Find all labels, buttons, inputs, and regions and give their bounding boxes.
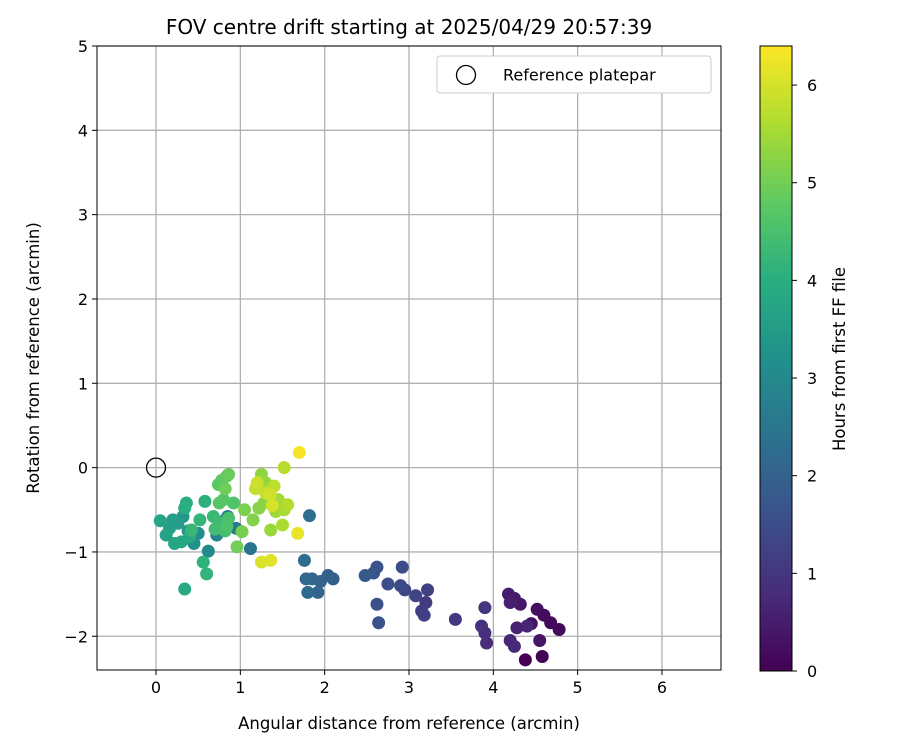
data-point <box>159 528 173 542</box>
data-point <box>417 608 431 622</box>
data-point <box>520 619 534 633</box>
data-point <box>200 567 214 581</box>
data-point <box>250 476 264 490</box>
data-point <box>395 560 409 574</box>
data-point <box>530 602 544 616</box>
data-point <box>222 467 236 481</box>
data-points <box>153 445 566 667</box>
x-tick-label: 0 <box>151 678 161 697</box>
legend-label-reference: Reference platepar <box>503 66 656 85</box>
data-point <box>409 589 423 603</box>
legend: Reference platepar <box>436 55 712 94</box>
legend-marker-reference <box>455 64 477 86</box>
data-point <box>263 488 277 502</box>
data-point <box>302 509 316 523</box>
data-point <box>178 582 192 596</box>
data-point <box>264 553 278 567</box>
colorbar-tick-label: 0 <box>807 662 817 681</box>
data-point <box>507 639 521 653</box>
data-point <box>480 636 494 650</box>
y-tick-label: 2 <box>78 290 88 309</box>
data-point <box>264 523 278 537</box>
reference-marker <box>145 457 167 478</box>
data-point <box>212 496 226 510</box>
grid-lines <box>97 45 721 670</box>
data-point <box>208 522 222 536</box>
x-tick-label: 5 <box>573 678 583 697</box>
data-point <box>503 596 517 610</box>
data-point <box>510 621 524 635</box>
x-tick-label: 6 <box>657 678 667 697</box>
x-tick-label: 2 <box>320 678 330 697</box>
data-point <box>358 569 372 583</box>
data-point <box>421 583 435 597</box>
colorbar-tick-label: 5 <box>807 174 817 193</box>
data-point <box>370 597 384 611</box>
data-point <box>265 499 279 513</box>
colorbar-tick-label: 1 <box>807 564 817 583</box>
x-tick-label: 3 <box>404 678 414 697</box>
data-point <box>198 494 212 508</box>
y-tick-label: 0 <box>78 459 88 478</box>
data-point <box>235 525 249 539</box>
data-point <box>535 650 549 664</box>
y-tick-label: −2 <box>64 627 88 646</box>
data-point <box>291 526 305 540</box>
chart-title: FOV centre drift starting at 2025/04/29 … <box>166 15 652 39</box>
colorbar-tick-label: 2 <box>807 467 817 486</box>
data-point <box>178 501 192 515</box>
y-tick-label: 3 <box>78 206 88 225</box>
reference-platepar-marker <box>145 457 167 478</box>
colorbar-label: Hours from first FF file <box>830 267 849 451</box>
colorbar-tick-label: 3 <box>807 369 817 388</box>
colorbar-ticks: 0 1 2 3 4 5 6 <box>792 76 817 681</box>
colorbar-tick-label: 6 <box>807 76 817 95</box>
legend-box <box>436 55 712 94</box>
colorbar <box>759 45 793 672</box>
data-point <box>281 498 295 512</box>
data-point <box>218 482 232 496</box>
data-point <box>478 601 492 615</box>
data-point <box>301 585 315 599</box>
data-point <box>299 572 313 586</box>
x-tick-label: 4 <box>488 678 498 697</box>
data-point <box>394 579 408 593</box>
data-point <box>184 523 198 537</box>
data-point <box>153 514 167 528</box>
data-point <box>475 619 489 633</box>
data-point <box>448 612 462 626</box>
data-point <box>276 518 290 532</box>
data-point <box>243 542 257 556</box>
data-point <box>227 496 241 510</box>
x-axis-ticks: 0 1 2 3 4 5 6 <box>151 670 667 697</box>
data-point <box>311 585 325 599</box>
data-point <box>196 555 210 569</box>
colorbar-tick-label: 4 <box>807 271 817 290</box>
data-point <box>292 445 306 459</box>
y-tick-label: 1 <box>78 374 88 393</box>
data-point <box>238 503 252 517</box>
y-axis-label: Rotation from reference (arcmin) <box>24 222 43 494</box>
data-point <box>533 633 547 647</box>
data-point <box>193 513 207 527</box>
data-point <box>201 544 215 558</box>
y-axis-ticks: −2 −1 0 1 2 3 4 5 <box>64 37 97 646</box>
y-tick-label: 5 <box>78 37 88 56</box>
x-tick-label: 1 <box>235 678 245 697</box>
data-point <box>518 653 532 667</box>
data-point <box>277 461 291 475</box>
data-point <box>381 577 395 591</box>
data-point <box>220 520 234 534</box>
y-tick-label: 4 <box>78 121 88 140</box>
data-point <box>246 513 260 527</box>
data-point <box>372 616 386 630</box>
x-axis-label: Angular distance from reference (arcmin) <box>238 714 580 733</box>
data-point <box>297 553 311 567</box>
y-tick-label: −1 <box>64 543 88 562</box>
data-point <box>230 540 244 554</box>
